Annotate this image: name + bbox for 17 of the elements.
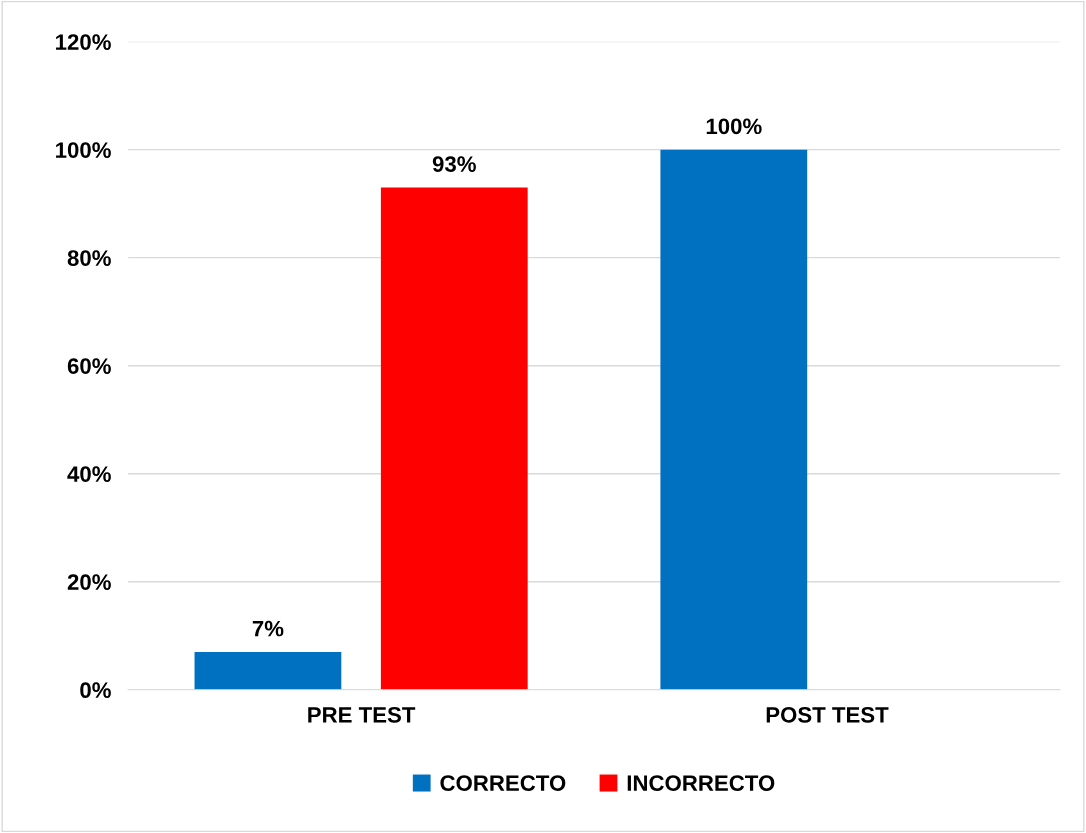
data-label: 100% — [706, 118, 762, 135]
y-tick-label: 60% — [67, 358, 111, 374]
x-tick-label: PRE TEST — [308, 706, 416, 723]
bar — [660, 149, 808, 690]
bar — [194, 651, 342, 690]
y-tick-label: 120% — [56, 34, 111, 50]
y-tick-label: 40% — [67, 466, 111, 482]
y-tick-label: 20% — [67, 574, 111, 590]
legend-label: CORRECTO — [440, 775, 566, 791]
x-tick-label: POST TEST — [766, 706, 889, 723]
y-tick-label: 100% — [56, 142, 111, 158]
y-tick-label: 80% — [67, 250, 111, 266]
bar — [380, 187, 528, 690]
data-label: 7% — [252, 620, 284, 637]
legend-label: INCORRECTO — [627, 775, 775, 791]
y-tick-label: 0% — [80, 682, 111, 698]
data-label: 93% — [432, 156, 476, 172]
